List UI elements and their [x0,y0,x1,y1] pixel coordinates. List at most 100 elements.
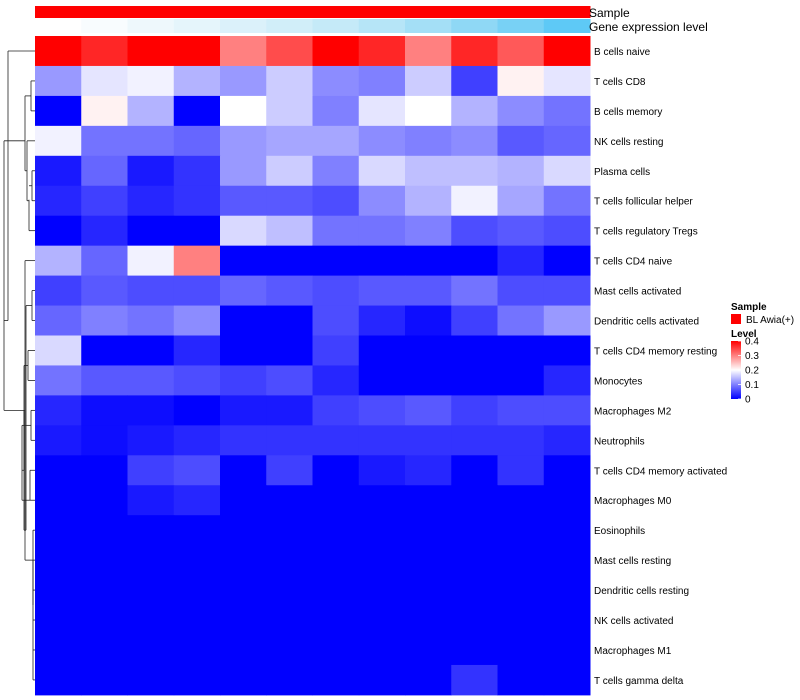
expression-annotation-bar [35,19,591,33]
heatmap-cell [497,335,545,366]
heatmap-cell [405,515,452,546]
heatmap-cell [358,365,406,396]
heatmap-cell [35,275,82,307]
heatmap-cell [220,185,267,217]
heatmap-cell [127,65,175,97]
heatmap-cell [220,275,267,307]
heatmap-cell [266,95,313,127]
heatmap-cell [220,245,267,277]
heatmap-cell [312,335,360,366]
heatmap-cell [173,365,221,396]
sample-annotation-cell [451,6,498,18]
heatmap-cell [312,515,360,546]
heatmap-cell [81,65,128,97]
row-label: Eosinophils [594,526,645,537]
heatmap-cell [266,545,313,576]
heatmap-cell [358,305,406,336]
heatmap-cell [127,36,175,67]
heatmap-cell [266,664,313,696]
heatmap-cell [81,395,128,426]
heatmap-cell [81,455,128,486]
heatmap-cell [543,485,591,516]
heatmap-cell [127,485,175,516]
heatmap-cell [405,425,452,456]
row-label: NK cells resting [594,137,663,148]
heatmap-cell [127,185,175,217]
heatmap-cell [81,485,128,516]
heatmap-cell [543,305,591,336]
heatmap-cell [35,605,82,636]
heatmap-cell [220,664,267,696]
heatmap-cell [497,275,545,307]
heatmap-cell [266,485,313,516]
heatmap-cell [497,155,545,187]
heatmap-cell [497,36,545,67]
heatmap-cell [312,485,360,516]
heatmap-cell [35,635,82,666]
heatmap-cell [405,664,452,696]
heatmap-cell [173,305,221,336]
heatmap-cell [405,485,452,516]
heatmap-cell [173,635,221,666]
heatmap-cell [173,36,221,67]
sample-annotation-cell [173,6,221,18]
row-label: T cells CD4 memory resting [594,346,717,357]
heatmap-cell [220,635,267,666]
heatmap-cell [81,215,128,247]
heatmap-cell [220,545,267,576]
row-label: Monocytes [594,376,642,387]
heatmap-cell [451,155,498,187]
heatmap-cell [405,635,452,666]
heatmap-cell [220,95,267,127]
heatmap-cell [358,425,406,456]
row-label: Plasma cells [594,167,650,178]
heatmap-cell [81,425,128,456]
heatmap-cell [497,425,545,456]
heatmap-cell [81,155,128,187]
heatmap-cell [81,575,128,606]
sample-annotation-cell [127,6,175,18]
heatmap-cell [312,365,360,396]
heatmap-cell [497,305,545,336]
heatmap-cell [220,605,267,636]
heatmap-cell [405,305,452,336]
heatmap-cell [358,245,406,277]
heatmap-cell [81,515,128,546]
heatmap-cell [543,575,591,606]
heatmap-cell [312,605,360,636]
heatmap-cell [220,365,267,396]
legend-level-title: Level [731,329,757,340]
heatmap-cell [127,455,175,486]
heatmap-cell [220,36,267,67]
heatmap-cell [451,65,498,97]
heatmap-cell [173,605,221,636]
heatmap-cell [497,605,545,636]
heatmap-cell [312,425,360,456]
heatmap-cell [173,125,221,157]
heatmap-cell [35,335,82,366]
legend-sample-entry: BL Awia(+) [746,315,794,326]
heatmap-cell [127,95,175,127]
legend: Sample BL Awia(+) Level 0.4 0.3 0.2 0.1 0 [731,302,794,406]
heatmap-cell [543,635,591,666]
heatmap-cell [543,245,591,277]
sample-annotation-cell [497,6,545,18]
heatmap-cell [81,275,128,307]
expression-annotation-label: Gene expression level [589,20,708,34]
expression-annotation-cell [81,19,128,33]
heatmap-cell [358,545,406,576]
heatmap-cell [497,485,545,516]
heatmap-cell [312,545,360,576]
heatmap-cell [451,95,498,127]
heatmap-cell [405,155,452,187]
expression-annotation-cell [312,19,360,33]
heatmap-cell [358,155,406,187]
heatmap-cell [81,185,128,217]
heatmap-cell [266,185,313,217]
heatmap-cell [497,545,545,576]
heatmap-cell [266,365,313,396]
heatmap-cell [173,275,221,307]
heatmap-cell [358,395,406,426]
heatmap-cell [497,664,545,696]
heatmap-cell [81,635,128,666]
